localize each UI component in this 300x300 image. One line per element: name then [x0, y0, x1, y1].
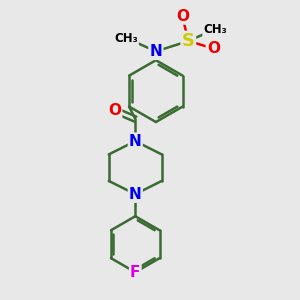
- Text: F: F: [130, 265, 140, 280]
- Text: N: N: [129, 187, 142, 202]
- Text: O: O: [108, 103, 121, 118]
- Text: N: N: [149, 44, 162, 59]
- Text: O: O: [207, 41, 220, 56]
- Text: S: S: [182, 32, 195, 50]
- Text: CH₃: CH₃: [115, 32, 138, 45]
- Text: CH₃: CH₃: [203, 23, 227, 36]
- Text: O: O: [176, 8, 189, 23]
- Text: N: N: [129, 134, 142, 149]
